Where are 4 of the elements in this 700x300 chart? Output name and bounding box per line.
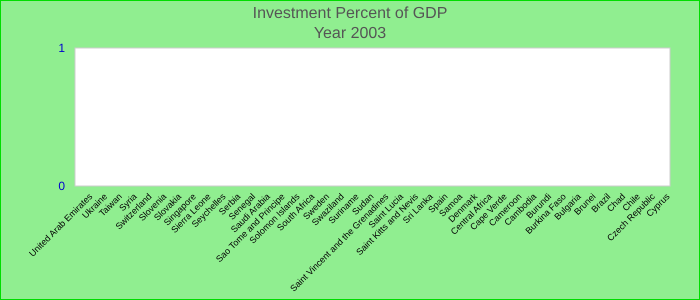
y-tick-label: 0 bbox=[58, 178, 66, 193]
chart-title: Investment Percent of GDP bbox=[252, 5, 448, 22]
y-tick-label: 1 bbox=[58, 40, 66, 55]
chart-subtitle: Year 2003 bbox=[314, 25, 386, 42]
